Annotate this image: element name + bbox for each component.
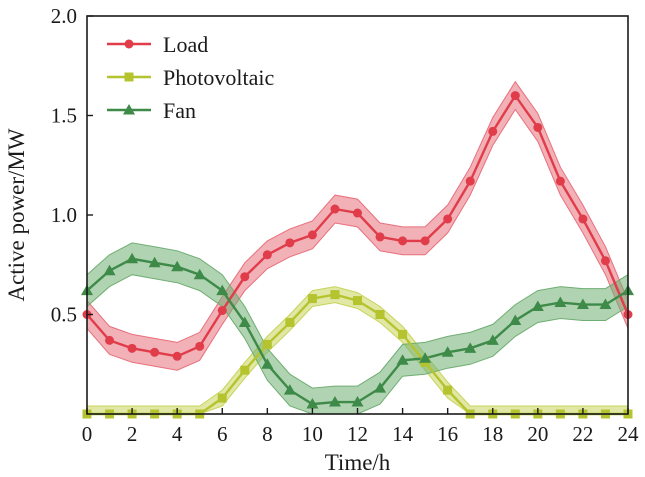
band-load — [86, 80, 629, 371]
x-tick-label: 6 — [217, 422, 228, 446]
x-tick-label: 24 — [618, 422, 640, 446]
point-fan-16 — [441, 346, 454, 357]
point-load-4 — [172, 351, 182, 361]
point-load-5 — [195, 341, 205, 351]
point-photovoltaic-7 — [240, 365, 250, 375]
point-load-6 — [217, 306, 227, 316]
point-fan-9 — [283, 384, 296, 395]
point-fan-19 — [509, 314, 522, 325]
point-fan-17 — [464, 342, 477, 353]
point-fan-21 — [554, 296, 567, 308]
legend-marker-photovoltaic — [124, 72, 134, 82]
point-photovoltaic-8 — [262, 339, 272, 349]
point-photovoltaic-16 — [443, 385, 453, 395]
point-fan-1 — [103, 264, 116, 276]
point-photovoltaic-9 — [285, 317, 295, 327]
point-fan-11 — [328, 396, 341, 407]
x-tick-label: 2 — [127, 422, 138, 446]
point-load-9 — [285, 238, 295, 248]
y-tick-label: 0.5 — [51, 303, 77, 327]
x-tick-label: 12 — [347, 422, 368, 446]
legend-label-fan: Fan — [163, 98, 196, 123]
point-load-23 — [600, 256, 610, 266]
point-fan-5 — [193, 268, 206, 280]
x-tick-label: 0 — [82, 422, 93, 446]
point-load-2 — [127, 343, 137, 353]
point-load-14 — [398, 236, 408, 246]
x-tick-label: 8 — [262, 422, 273, 446]
point-load-16 — [443, 214, 453, 224]
point-photovoltaic-6 — [217, 393, 227, 403]
y-tick-label: 1.0 — [51, 203, 77, 227]
point-load-12 — [353, 208, 362, 218]
point-load-21 — [555, 176, 565, 186]
point-load-3 — [150, 347, 160, 357]
point-fan-20 — [531, 300, 544, 312]
legend-marker-load — [124, 39, 134, 49]
legend-marker-fan — [123, 104, 135, 115]
legend-label-photovoltaic: Photovoltaic — [163, 65, 274, 90]
point-fan-14 — [396, 354, 409, 365]
point-load-7 — [240, 272, 250, 282]
legend: Load Photovoltaic Fan — [107, 32, 274, 123]
point-fan-8 — [261, 358, 274, 369]
point-load-11 — [330, 204, 340, 214]
point-load-1 — [105, 335, 115, 345]
point-fan-23 — [599, 298, 612, 310]
point-fan-18 — [486, 334, 499, 345]
point-fan-12 — [351, 396, 364, 407]
y-tick-label: 1.5 — [51, 104, 77, 128]
point-fan-6 — [216, 284, 229, 296]
confidence-bands — [86, 80, 629, 415]
point-load-22 — [578, 214, 588, 224]
point-fan-10 — [306, 398, 319, 409]
x-tick-label: 4 — [172, 422, 183, 446]
x-tick-label: 22 — [572, 422, 593, 446]
point-fan-7 — [238, 316, 251, 327]
x-tick-label: 14 — [392, 422, 414, 446]
point-load-13 — [375, 232, 385, 242]
point-photovoltaic-14 — [398, 329, 408, 339]
x-tick-label: 20 — [527, 422, 548, 446]
point-photovoltaic-10 — [307, 294, 317, 304]
point-fan-13 — [374, 382, 387, 393]
legend-label-load: Load — [163, 32, 208, 57]
point-load-17 — [465, 176, 475, 186]
x-tick-label: 18 — [482, 422, 503, 446]
point-load-15 — [420, 236, 430, 246]
point-load-20 — [533, 122, 543, 132]
point-photovoltaic-11 — [330, 290, 340, 300]
y-axis-title: Active power/MW — [4, 128, 29, 301]
point-load-19 — [510, 91, 520, 101]
band-fan — [86, 242, 629, 415]
point-photovoltaic-13 — [375, 310, 385, 319]
point-fan-2 — [126, 252, 139, 264]
x-axis: 0 2 4 6 8 10 12 14 16 18 20 22 24 — [82, 408, 639, 446]
y-tick-label: 2.0 — [51, 4, 77, 28]
point-fan-22 — [576, 298, 589, 310]
x-tick-label: 10 — [302, 422, 323, 446]
point-load-18 — [488, 126, 498, 136]
x-tick-label: 16 — [437, 422, 458, 446]
y-axis: 0.5 1.0 1.5 2.0 — [51, 4, 93, 327]
x-axis-title: Time/h — [325, 450, 391, 475]
point-fan-15 — [419, 352, 432, 363]
point-fan-3 — [148, 256, 161, 268]
point-load-8 — [262, 250, 272, 260]
point-fan-4 — [171, 260, 184, 272]
point-load-10 — [307, 230, 317, 240]
point-photovoltaic-12 — [353, 296, 362, 306]
